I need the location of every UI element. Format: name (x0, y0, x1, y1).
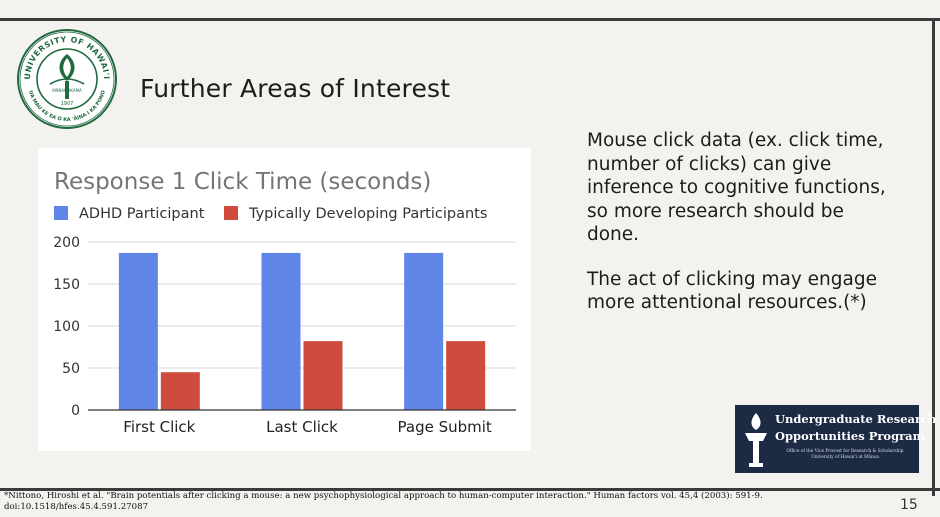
urop-line-1: Undergraduate Research (775, 412, 937, 426)
right-rule (932, 18, 935, 496)
legend-swatch-2 (224, 206, 238, 220)
slide-title: Further Areas of Interest (140, 74, 451, 103)
urop-subtitle: Office of the Vice Provost for Research … (786, 449, 904, 460)
bar-2-3 (446, 341, 486, 410)
body-paragraph-2: The act of clicking may engage more atte… (587, 268, 877, 314)
page-number: 15 (900, 497, 918, 513)
x-tick-label: Page Submit (398, 418, 492, 436)
bar-1-3 (404, 252, 444, 410)
y-tick-label: 150 (53, 277, 80, 293)
legend-swatch-1 (54, 206, 68, 220)
chart-gridlines (88, 241, 516, 369)
y-tick-label: 200 (53, 235, 80, 251)
svg-text:MĀNAMAKAMA: MĀNAMAKAMA (52, 88, 82, 93)
x-tick-label: First Click (123, 418, 195, 436)
bar-1-2 (261, 252, 301, 410)
citation: *Nittono, Hiroshi et al. "Brain potentia… (4, 491, 763, 512)
bar-2-1 (160, 372, 200, 410)
body-paragraph-1: Mouse click data (ex. click time, number… (587, 130, 886, 245)
x-axis: First Click Last Click Page Submit (88, 409, 516, 436)
bar-chart: Response 1 Click Time (seconds) ADHD Par… (53, 169, 516, 436)
body-text: Mouse click data (ex. click time, number… (587, 129, 887, 336)
bar-1-1 (118, 252, 158, 410)
svg-text:1907: 1907 (61, 101, 74, 107)
urop-line-2: Opportunities Program (775, 429, 925, 443)
y-tick-label: 0 (71, 403, 80, 419)
x-tick-label: Last Click (266, 418, 338, 436)
bottom-rule (0, 488, 940, 491)
chart-bars (118, 252, 486, 410)
chart-panel: Response 1 Click Time (seconds) ADHD Par… (38, 148, 531, 451)
university-seal-logo: UNIVERSITY OF HAWAI'I UA MAU KE EA O KA … (17, 29, 117, 129)
legend-label-2: Typically Developing Participants (248, 206, 487, 222)
y-tick-label: 50 (62, 361, 80, 377)
bar-2-2 (303, 341, 343, 410)
urop-logo: Undergraduate Research Opportunities Pro… (735, 405, 936, 473)
chart-title: Response 1 Click Time (seconds) (54, 169, 431, 195)
y-tick-label: 100 (53, 319, 80, 335)
torch-icon (745, 413, 767, 467)
top-rule (0, 18, 940, 21)
chart-legend: ADHD Participant Typically Developing Par… (54, 206, 487, 222)
legend-label-1: ADHD Participant (79, 206, 205, 222)
y-axis: 0 50 100 150 200 (53, 235, 80, 419)
